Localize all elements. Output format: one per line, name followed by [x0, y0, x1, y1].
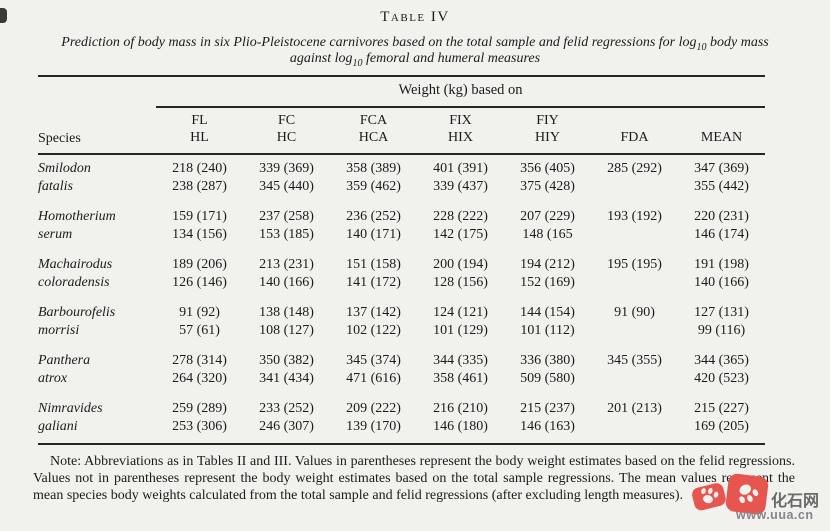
species-row: Smilodon fatalis 218 (240) 238 (287) 339 (36… — [38, 154, 765, 203]
table-caption: Prediction of body mass in six Plio-Plei… — [0, 35, 830, 69]
species-column-header: Species — [38, 107, 156, 155]
weight-estimate-cell: 345 (374) 471 (616) — [346, 353, 401, 386]
watermark-site-url: www.uua.cn — [736, 508, 814, 522]
weight-estimate-cell: 228 (222) 142 (175) — [433, 209, 488, 242]
weight-estimate-cell: 215 (237) 146 (163) — [520, 401, 575, 434]
species-row: Machairodus coloradensis 189 (206) 126 (146… — [38, 251, 765, 299]
watermark-site-name: 化石网 — [771, 493, 820, 510]
weight-estimate-cell: 218 (240) 238 (287) — [172, 161, 227, 194]
weight-estimate-cell: 336 (380) 509 (580) — [520, 353, 575, 386]
weight-estimate-cell: 344 (365) 420 (523) — [694, 353, 749, 386]
species-row: Homotherium serum 159 (171) 134 (156) 237 (2… — [38, 203, 765, 251]
species-row: Panthera atrox 278 (314) 264 (320) 350 (382)… — [38, 347, 765, 395]
weight-estimate-cell: 358 (389) 359 (462) — [346, 161, 401, 194]
weight-estimate-cell: 209 (222) 139 (170) — [346, 401, 401, 434]
weight-estimate-cell: 138 (148) 108 (127) — [259, 305, 314, 338]
watermark: 化石网 www.uua.cn — [678, 471, 828, 527]
weight-estimate-cell: 356 (405) 375 (428) — [520, 161, 575, 194]
species-row: Nimravides galiani 259 (289) 253 (306) 233 (… — [38, 395, 765, 444]
scan-artifact — [0, 8, 7, 23]
column-header-fca-hca: FCA HCA — [330, 107, 417, 155]
weight-estimate-cell: 237 (258) 153 (185) — [259, 209, 314, 242]
column-header-fix-hix: FIX HIX — [417, 107, 504, 155]
species-name-cell: Barbourofelis morrisi — [38, 305, 116, 338]
table-note: Note: Abbreviations as in Tables II and … — [33, 454, 795, 503]
weight-estimate-cell: 344 (335) 358 (461) — [433, 353, 488, 386]
caption-line-1: Prediction of body mass in six Plio-Plei… — [61, 35, 769, 53]
weight-estimate-cell: 159 (171) 134 (156) — [172, 209, 227, 242]
table-header: Weight (kg) based on Species FL HL FC HC F… — [38, 76, 765, 155]
column-header-fc-hc: FC HC — [243, 107, 330, 155]
corner-cell — [38, 76, 156, 107]
weight-estimate-cell: 91 (90) — [614, 305, 655, 320]
weight-estimate-cell: 207 (229) 148 (165 — [520, 209, 575, 242]
body-mass-table: Weight (kg) based on Species FL HL FC HC F… — [38, 75, 765, 445]
weight-estimate-cell: 194 (212) 152 (169) — [520, 257, 575, 290]
caption-line-2: against log10 femoral and humeral measur… — [289, 51, 541, 69]
weight-estimate-cell: 259 (289) 253 (306) — [172, 401, 227, 434]
weight-estimate-cell: 191 (198) 140 (166) — [694, 257, 749, 290]
column-header-fda: FDA — [591, 107, 678, 155]
weight-estimate-cell: 200 (194) 128 (156) — [433, 257, 488, 290]
weight-estimate-cell: 216 (210) 146 (180) — [433, 401, 488, 434]
weight-estimate-cell: 350 (382) 341 (434) — [259, 353, 314, 386]
weight-estimate-cell: 215 (227) 169 (205) — [694, 401, 749, 434]
weight-estimate-cell: 401 (391) 339 (437) — [433, 161, 488, 194]
weight-estimate-cell: 347 (369) 355 (442) — [694, 161, 749, 194]
column-header-fl-hl: FL HL — [156, 107, 243, 155]
table-body: Smilodon fatalis 218 (240) 238 (287) 339 (36… — [38, 154, 765, 444]
species-name-cell: Homotherium serum — [38, 209, 116, 242]
weight-estimate-cell: 91 (92) 57 (61) — [179, 305, 220, 338]
species-name-cell: Machairodus coloradensis — [38, 257, 113, 290]
weight-estimate-cell: 220 (231) 146 (174) — [694, 209, 749, 242]
weight-estimate-cell: 345 (355) — [607, 353, 662, 368]
species-name-cell: Nimravides galiani — [38, 401, 103, 434]
column-header-mean: MEAN — [678, 107, 765, 155]
weight-estimate-cell: 127 (131) 99 (116) — [694, 305, 749, 338]
weight-estimate-cell: 278 (314) 264 (320) — [172, 353, 227, 386]
weight-estimate-cell: 193 (192) — [607, 209, 662, 224]
weight-estimate-cell: 285 (292) — [607, 161, 662, 176]
weight-estimate-cell: 233 (252) 246 (307) — [259, 401, 314, 434]
species-row: Barbourofelis morrisi 91 (92) 57 (61) 138 (1… — [38, 299, 765, 347]
weight-group-header: Weight (kg) based on — [156, 76, 765, 108]
weight-estimate-cell: 144 (154) 101 (112) — [520, 305, 575, 338]
species-name-cell: Panthera atrox — [38, 353, 91, 386]
column-header-fiy-hiy: FIY HIY — [504, 107, 591, 155]
weight-estimate-cell: 124 (121) 101 (129) — [433, 305, 488, 338]
weight-estimate-cell: 195 (195) — [607, 257, 662, 272]
weight-estimate-cell: 189 (206) 126 (146) — [172, 257, 227, 290]
table-title: Table IV — [380, 9, 450, 25]
weight-estimate-cell: 137 (142) 102 (122) — [346, 305, 401, 338]
weight-estimate-cell: 236 (252) 140 (171) — [346, 209, 401, 242]
weight-estimate-cell: 339 (369) 345 (440) — [259, 161, 314, 194]
weight-estimate-cell: 201 (213) — [607, 401, 662, 416]
weight-estimate-cell: 213 (231) 140 (166) — [259, 257, 314, 290]
weight-estimate-cell: 151 (158) 141 (172) — [346, 257, 401, 290]
fossil-site-logo-icon — [692, 473, 769, 515]
species-name-cell: Smilodon fatalis — [38, 161, 91, 194]
